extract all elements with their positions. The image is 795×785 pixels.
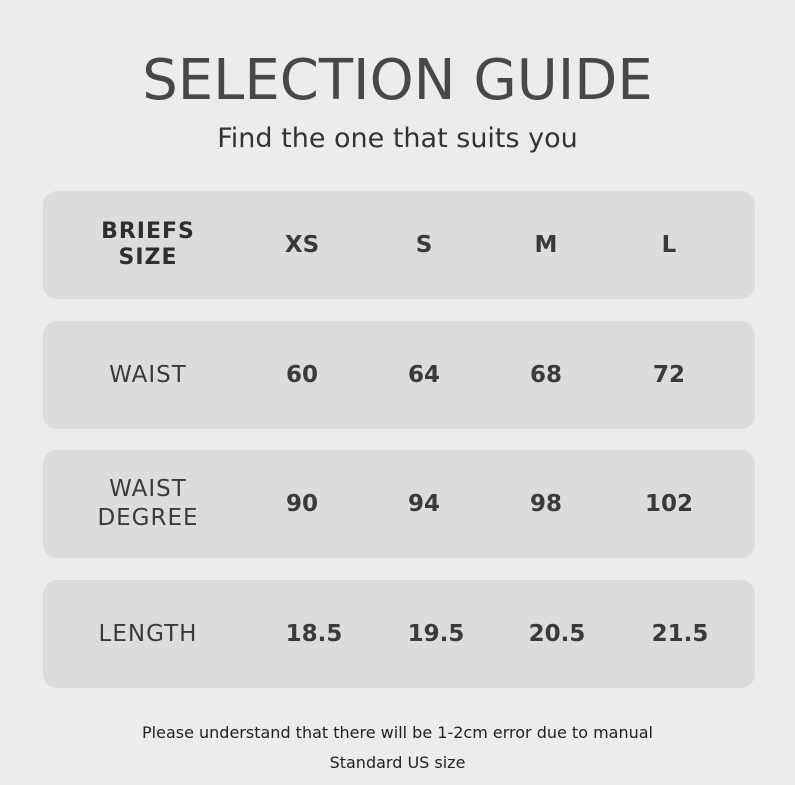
page-subtitle: Find the one that suits you — [217, 123, 578, 154]
header-label-line1: BRIEFS — [101, 219, 195, 244]
row-label: WAIST DEGREE — [97, 450, 198, 558]
table-row-waist-degree: WAIST DEGREE 90 94 98 102 — [43, 450, 755, 558]
row-label-line2: DEGREE — [97, 505, 199, 531]
table-cell: 90 — [285, 491, 319, 517]
table-cell: 20.5 — [528, 621, 586, 647]
table-cell: 60 — [285, 362, 319, 388]
table-cell: 72 — [652, 362, 686, 388]
table-cell: 68 — [529, 362, 563, 388]
size-header-row: BRIEFS SIZE XS S M L — [43, 191, 755, 299]
table-cell: 102 — [644, 491, 694, 517]
page-title: SELECTION GUIDE — [142, 48, 653, 113]
row-label: WAIST — [109, 361, 187, 388]
header-label: BRIEFS SIZE — [101, 191, 195, 299]
table-row-waist: WAIST 60 64 68 72 — [43, 321, 755, 429]
size-l: L — [661, 232, 677, 258]
table-cell: 21.5 — [651, 621, 709, 647]
row-label: LENGTH — [98, 620, 198, 647]
table-row-length: LENGTH 18.5 19.5 20.5 21.5 — [43, 580, 755, 688]
size-s: S — [415, 232, 433, 258]
size-m: M — [534, 232, 558, 258]
size-xs: XS — [284, 232, 320, 258]
table-cell: 64 — [407, 362, 441, 388]
row-label-line1: WAIST — [109, 476, 187, 502]
size-standard-note: Standard US size — [329, 753, 466, 772]
table-cell: 98 — [529, 491, 563, 517]
table-cell: 18.5 — [285, 621, 343, 647]
header-label-line2: SIZE — [118, 245, 178, 270]
error-note: Please understand that there will be 1-2… — [142, 723, 653, 742]
table-cell: 19.5 — [407, 621, 465, 647]
table-cell: 94 — [407, 491, 441, 517]
